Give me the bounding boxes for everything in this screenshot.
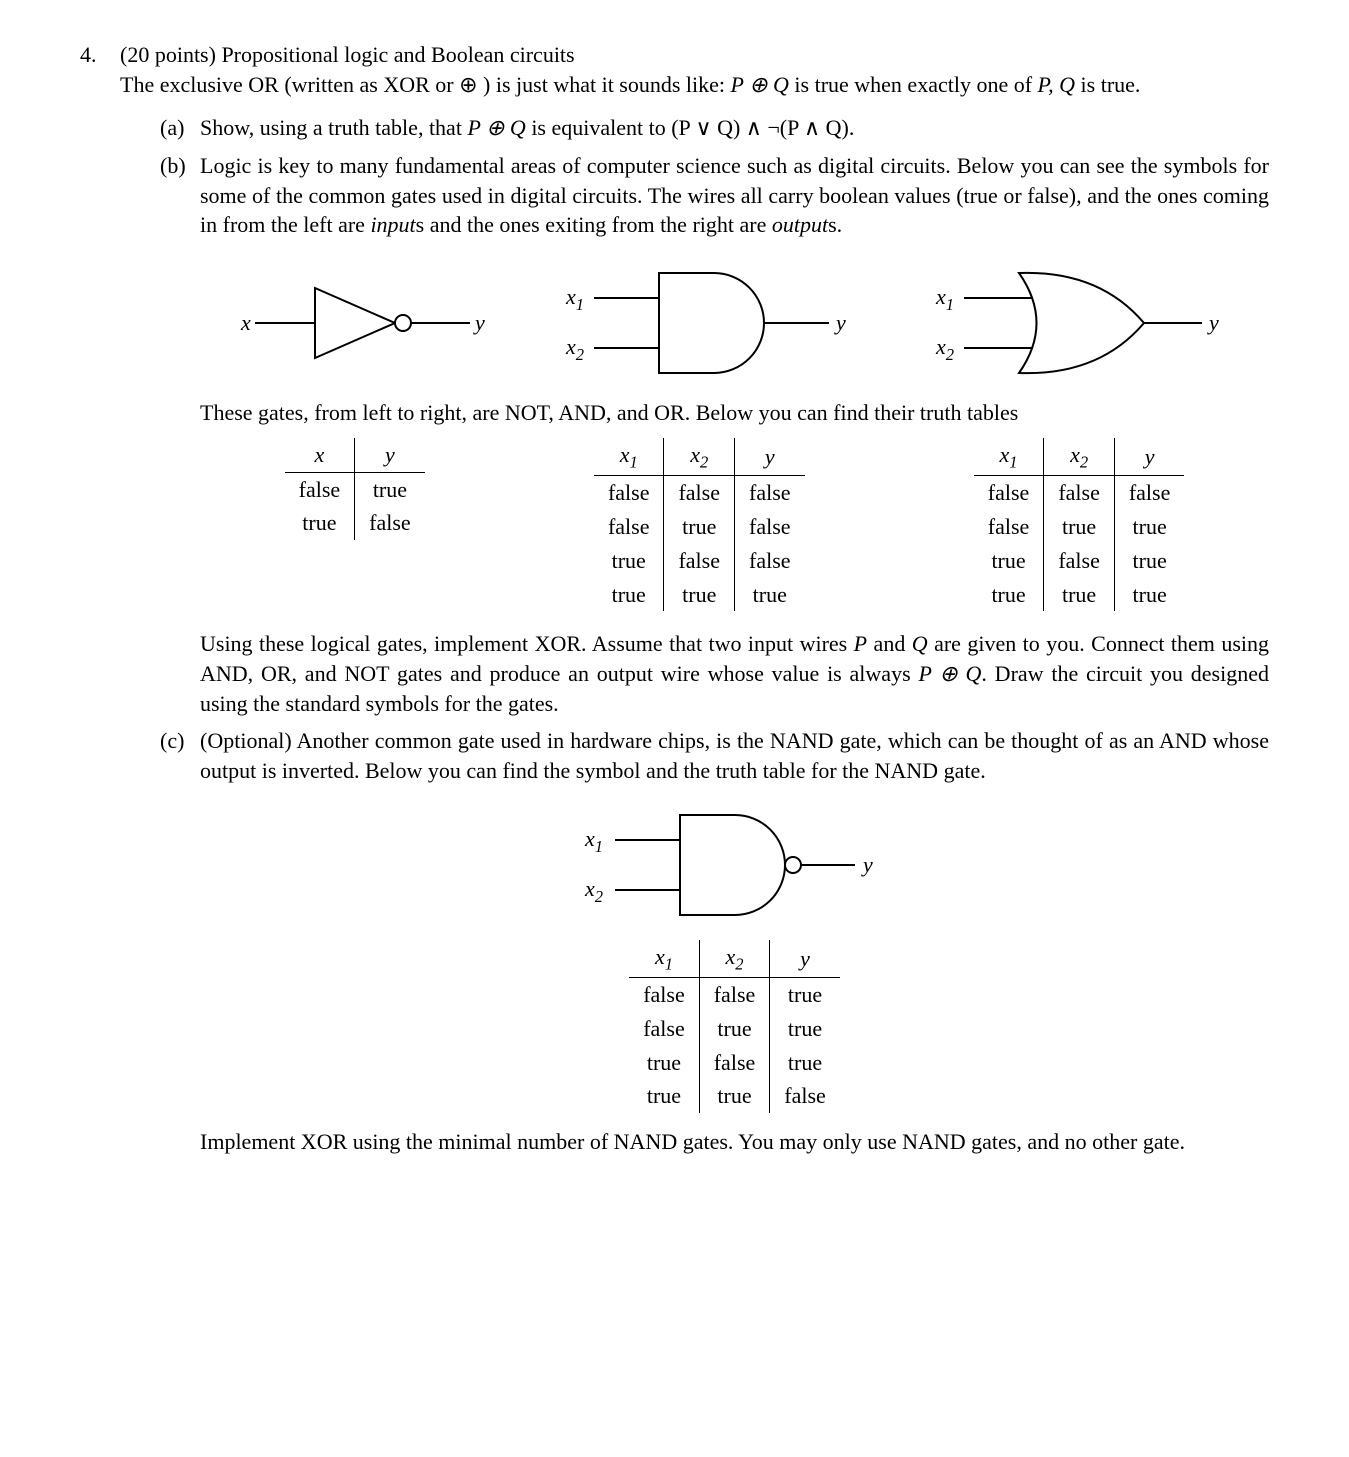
truth-tables-row: x y falsetrue truefalse <box>200 438 1269 611</box>
subpart-a-label: (a) <box>160 113 200 143</box>
b-p1-i1: input <box>370 212 415 237</box>
and-truth-table: x1 x2 y falsefalsefalse falsetruefalse t… <box>594 438 805 611</box>
or-th-x2: x2 <box>1044 438 1115 476</box>
table-row: truetruetrue <box>974 578 1185 612</box>
a-text-2: is equivalent to <box>526 115 671 140</box>
intro-text-1: The exclusive OR (written as XOR or <box>120 72 459 97</box>
gates-caption: These gates, from left to right, are NOT… <box>200 398 1269 428</box>
b-p2-Q: Q <box>912 631 928 656</box>
b-p1-b: s and the ones exiting from the right ar… <box>416 212 772 237</box>
intro-pq: P, Q <box>1038 72 1076 97</box>
subpart-a: (a) Show, using a truth table, that P ⊕ … <box>160 113 1269 143</box>
table-row: falsefalsefalse <box>974 476 1185 510</box>
xor-symbol: ⊕ <box>459 72 477 97</box>
b-p1-c: s. <box>828 212 842 237</box>
table-row: truefalse <box>285 506 425 540</box>
table-row: truetruetrue <box>594 578 805 612</box>
and-y-label: y <box>834 310 846 335</box>
not-th-y: y <box>355 438 425 472</box>
subpart-c-label: (c) <box>160 726 200 756</box>
nand-x2-label: x2 <box>584 876 603 906</box>
nand-truth-table: x1 x2 y falsefalsetrue falsetruetrue tru… <box>629 940 840 1113</box>
and-th-y: y <box>735 438 805 476</box>
and-x1-label: x1 <box>565 284 584 314</box>
nand-gate-diagram: x1 x2 y <box>575 800 895 930</box>
a-text-1: Show, using a truth table, that <box>200 115 467 140</box>
or-th-y: y <box>1114 438 1184 476</box>
b-p2-P: P <box>854 631 867 656</box>
nand-th-x1: x1 <box>629 940 699 978</box>
intro-expr: P ⊕ Q <box>731 72 789 97</box>
or-x2-label: x2 <box>935 334 954 364</box>
subpart-b-body: Logic is key to many fundamental areas o… <box>200 151 1269 718</box>
problem-body: (20 points) Propositional logic and Bool… <box>120 40 1269 1157</box>
page: 4. (20 points) Propositional logic and B… <box>0 0 1349 1217</box>
not-y-label: y <box>473 310 485 335</box>
intro-text-3: is true when exactly one of <box>789 72 1038 97</box>
table-row: falsetrue <box>285 472 425 506</box>
table-row: falsefalsetrue <box>629 978 840 1012</box>
nand-y-label: y <box>861 852 873 877</box>
and-th-x2: x2 <box>664 438 735 476</box>
c-p1: (Optional) Another common gate used in h… <box>200 728 1269 783</box>
subpart-c-body: (Optional) Another common gate used in h… <box>200 726 1269 1156</box>
or-gate-diagram: x1 x2 y <box>934 258 1234 388</box>
subparts: (a) Show, using a truth table, that P ⊕ … <box>120 99 1269 1156</box>
subpart-b-label: (b) <box>160 151 200 181</box>
problem-header: 4. (20 points) Propositional logic and B… <box>80 40 1269 1157</box>
and-th-x1: x1 <box>594 438 664 476</box>
c-p2: Implement XOR using the minimal number o… <box>200 1129 1185 1154</box>
table-row: truefalsefalse <box>594 544 805 578</box>
table-row: falsefalsefalse <box>594 476 805 510</box>
nand-x1-label: x1 <box>584 826 603 856</box>
b-p2-expr: P ⊕ Q <box>918 661 981 686</box>
table-row: falsetruefalse <box>594 510 805 544</box>
not-truth-table: x y falsetrue truefalse <box>285 438 425 540</box>
or-truth-table: x1 x2 y falsefalsefalse falsetruetrue tr… <box>974 438 1185 611</box>
nand-th-x2: x2 <box>699 940 770 978</box>
problem-points: (20 points) Propositional logic and Bool… <box>120 42 575 67</box>
subpart-c: (c) (Optional) Another common gate used … <box>160 726 1269 1156</box>
or-y-label: y <box>1207 310 1219 335</box>
table-row: falsetruetrue <box>629 1012 840 1046</box>
and-gate-diagram: x1 x2 y <box>564 258 864 388</box>
nand-block: x1 x2 y x1 x2 y <box>200 800 1269 1113</box>
intro-text-4: is true. <box>1075 72 1140 97</box>
gates-row: x y x1 x2 y <box>200 258 1269 388</box>
not-x-label: x <box>240 310 251 335</box>
intro-text-2: ) is just what it sounds like: <box>478 72 731 97</box>
not-gate-diagram: x y <box>235 268 495 378</box>
table-row: truetruefalse <box>629 1079 840 1113</box>
table-row: truefalsetrue <box>629 1046 840 1080</box>
b-p1-i2: output <box>772 212 828 237</box>
table-row: truefalsetrue <box>974 544 1185 578</box>
b-p2-a: Using these logical gates, implement XOR… <box>200 631 854 656</box>
nand-th-y: y <box>770 940 840 978</box>
subpart-a-body: Show, using a truth table, that P ⊕ Q is… <box>200 113 1269 143</box>
a-expr-1: P ⊕ Q <box>467 115 525 140</box>
a-expr-2: (P ∨ Q) ∧ ¬(P ∧ Q). <box>671 115 854 140</box>
not-th-x: x <box>285 438 355 472</box>
or-th-x1: x1 <box>974 438 1044 476</box>
and-x2-label: x2 <box>565 334 584 364</box>
b-p2-b: and <box>867 631 912 656</box>
problem-number: 4. <box>80 40 120 70</box>
or-x1-label: x1 <box>935 284 954 314</box>
subpart-b: (b) Logic is key to many fundamental are… <box>160 151 1269 718</box>
table-row: falsetruetrue <box>974 510 1185 544</box>
